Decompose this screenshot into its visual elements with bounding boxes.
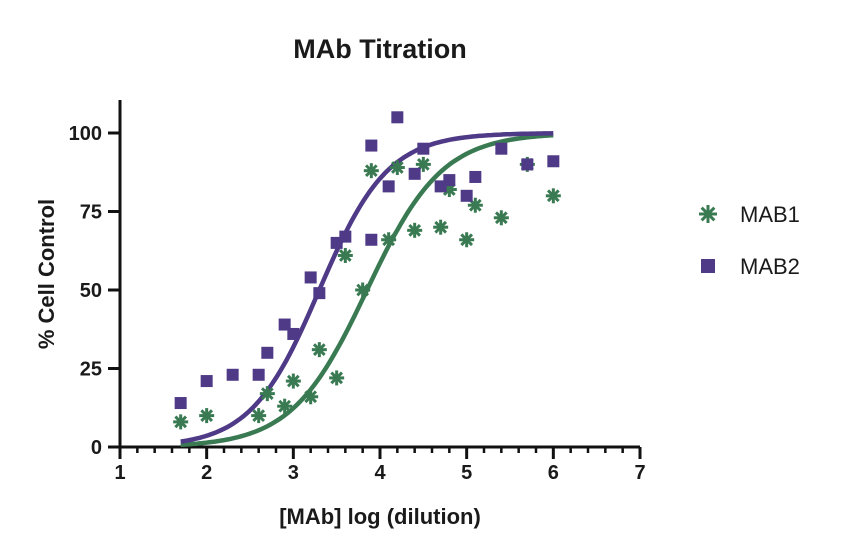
x-tick-label: 4: [374, 462, 386, 484]
x-tick-label: 7: [634, 462, 645, 484]
data-point-mab2: [339, 230, 352, 243]
data-point-mab2: [521, 158, 534, 171]
data-point-mab2: [417, 142, 430, 155]
y-tick-label: 100: [69, 123, 102, 145]
data-point-mab1: [459, 232, 475, 248]
data-point-mab1: [545, 188, 561, 204]
y-tick-label: 0: [91, 437, 102, 459]
data-point-mab2: [278, 318, 291, 331]
data-point-mab2: [391, 111, 404, 124]
data-point-mab1: [433, 219, 449, 235]
chart-title: MAb Titration: [293, 34, 466, 64]
y-tick-label: 50: [80, 280, 102, 302]
legend-label-mab2: MAB2: [740, 254, 800, 279]
data-point-mab1: [407, 222, 423, 238]
data-point-mab1: [259, 386, 275, 402]
data-point-mab1: [363, 163, 379, 179]
data-point-mab2: [365, 233, 378, 246]
y-tick-label: 25: [80, 359, 102, 381]
data-point-mab1: [389, 160, 405, 176]
data-point-mab1: [277, 398, 293, 414]
data-point-mab2: [469, 170, 482, 183]
y-axis-label: % Cell Control: [34, 199, 59, 349]
data-point-mab1: [329, 370, 345, 386]
data-point-mab2: [382, 180, 395, 193]
data-point-mab1: [493, 210, 509, 226]
data-point-mab1: [355, 282, 371, 298]
legend: MAB1 MAB2: [699, 202, 800, 279]
x-tick-label: 3: [288, 462, 299, 484]
data-point-mab2: [313, 287, 326, 300]
data-point-mab1: [173, 414, 189, 430]
x-axis-label: [MAb] log (dilution): [279, 504, 481, 529]
legend-marker-mab1: [699, 205, 717, 223]
plot-area: 1 2 3 4 5 6 7 0 25 50 75 100: [69, 100, 646, 484]
x-tick-label: 1: [114, 462, 125, 484]
data-point-mab1: [381, 232, 397, 248]
data-point-mab2: [304, 271, 317, 284]
x-tick-label: 5: [461, 462, 472, 484]
data-point-mab2: [287, 327, 300, 340]
x-tick-label: 2: [201, 462, 212, 484]
data-point-mab1: [199, 408, 215, 424]
data-point-mab2: [200, 375, 213, 388]
data-point-mab1: [251, 408, 267, 424]
data-point-mab2: [252, 368, 265, 381]
data-point-mab2: [460, 189, 473, 202]
data-point-mab2: [495, 142, 508, 155]
data-point-mab2: [261, 346, 274, 359]
data-point-mab2: [547, 155, 560, 168]
data-point-mab1: [303, 389, 319, 405]
fit-curve-mab2: [180, 131, 554, 444]
y-tick-label: 75: [80, 202, 102, 224]
data-point-mab1: [311, 342, 327, 358]
data-point-mab2: [226, 368, 239, 381]
data-point-mab2: [174, 397, 187, 410]
data-point-mab1: [285, 373, 301, 389]
data-point-mab2: [443, 174, 456, 187]
x-tick-label: 6: [548, 462, 559, 484]
legend-marker-mab2: [701, 259, 715, 273]
data-point-mab2: [408, 167, 421, 180]
legend-label-mab1: MAB1: [740, 202, 800, 227]
data-point-mab1: [337, 247, 353, 263]
data-point-mab2: [365, 139, 378, 152]
